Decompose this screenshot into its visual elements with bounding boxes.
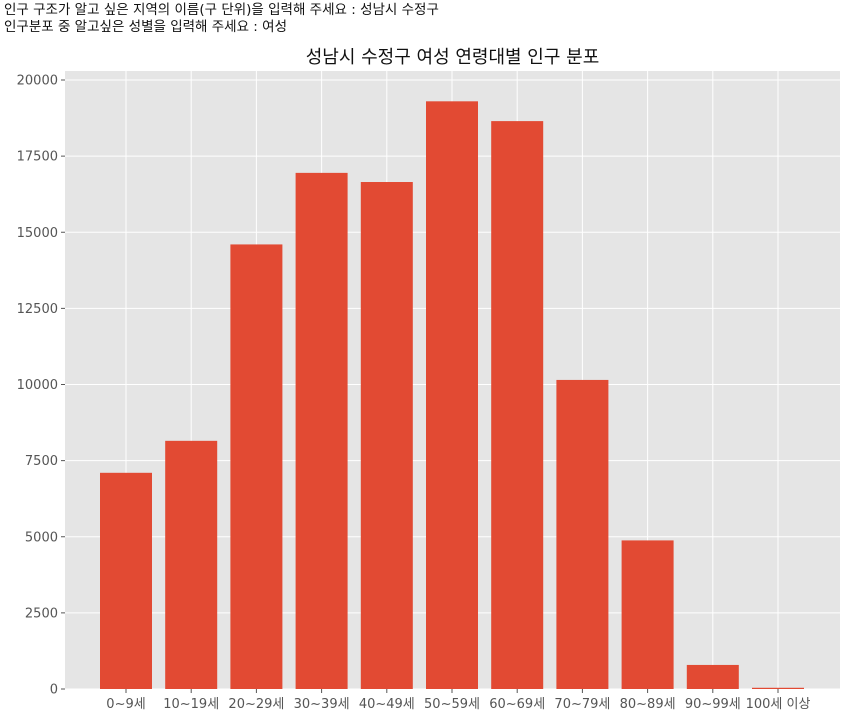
console-output: 인구 구조가 알고 싶은 지역의 이름(구 단위)을 입력해 주세요 : 성남시… (4, 2, 439, 36)
y-axis-ticks: 0 2500 5000 7500 10000 12500 15000 17500 20000 (17, 74, 65, 698)
console-line-2: 인구분포 중 알고싶은 성별을 입력해 주세요 : 여성 (4, 19, 439, 36)
bar-3 (295, 172, 348, 689)
y-tick-label: 0 (50, 683, 58, 698)
x-tick-label: 50~59세 (424, 697, 480, 712)
x-tick-label: 10~19세 (163, 697, 219, 712)
bars (100, 101, 804, 690)
x-tick-label: 0~9세 (106, 697, 145, 712)
region-prompt: 인구 구조가 알고 싶은 지역의 이름(구 단위)을 입력해 주세요 : (4, 2, 361, 18)
region-answer: 성남시 수정구 (360, 2, 439, 18)
console-line-1: 인구 구조가 알고 싶은 지역의 이름(구 단위)을 입력해 주세요 : 성남시… (4, 2, 439, 19)
chart-title: 성남시 수정구 여성 연령대별 인구 분포 (306, 47, 600, 68)
bar-7 (556, 379, 609, 689)
bar-10 (752, 687, 804, 689)
bar-6 (491, 121, 544, 690)
x-tick-label: 60~69세 (489, 697, 545, 712)
bar-2 (230, 244, 283, 689)
x-tick-label: 70~79세 (554, 697, 610, 712)
bar-4 (360, 182, 413, 689)
bar-9 (686, 664, 739, 689)
y-tick-label: 15000 (17, 226, 58, 241)
gender-answer: 여성 (262, 19, 287, 35)
y-tick-label: 20000 (17, 74, 58, 89)
y-tick-label: 12500 (17, 302, 58, 317)
gender-prompt: 인구분포 중 알고싶은 성별을 입력해 주세요 : (4, 19, 263, 35)
y-tick-label: 7500 (25, 454, 58, 469)
bar-0 (100, 472, 152, 689)
bar-1 (165, 440, 218, 689)
x-axis-ticks: 0~9세 10~19세 20~29세 30~39세 40~49세 50~59세 60~69세… (106, 689, 810, 712)
x-tick-label: 90~99세 (685, 697, 741, 712)
y-tick-label: 17500 (17, 150, 58, 165)
bar-5 (426, 101, 478, 689)
y-tick-label: 10000 (17, 378, 58, 393)
x-tick-label: 80~89세 (620, 697, 676, 712)
x-tick-label: 40~49세 (359, 697, 415, 712)
y-tick-label: 2500 (25, 606, 58, 621)
x-tick-label: 30~39세 (294, 697, 350, 712)
x-tick-label: 20~29세 (228, 697, 284, 712)
bar-8 (621, 540, 674, 689)
y-tick-label: 5000 (25, 530, 58, 545)
x-tick-label: 100세 이상 (746, 697, 811, 712)
